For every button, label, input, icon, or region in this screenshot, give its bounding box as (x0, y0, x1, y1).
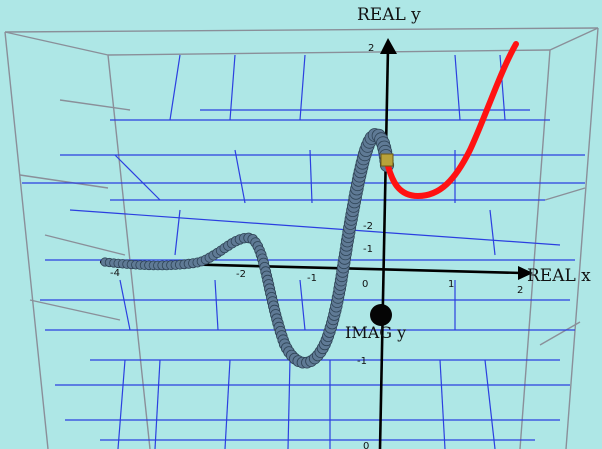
imag-axis-sphere-icon (370, 304, 392, 326)
bounding-box-wireframe (4, 27, 599, 449)
tick-real-y: -1 (363, 244, 373, 255)
real-x-arrowhead-icon (518, 266, 533, 280)
tick-real-y: 2 (368, 43, 374, 54)
blue-grid (22, 54, 585, 449)
tick-real-x: 2 (517, 285, 523, 296)
tick-real-x: -4 (110, 268, 120, 279)
tick-real-x: 1 (448, 279, 454, 290)
real-x-axis-label: REAL x (527, 266, 591, 286)
tick-real-y: -2 (363, 221, 373, 232)
real-y-axis-label: REAL y (357, 5, 421, 25)
tick-real-x: 0 (362, 279, 368, 290)
real-function-curve (385, 41, 519, 200)
origin-cube-icon (380, 153, 394, 167)
tick-imag-y: -1 (357, 356, 367, 367)
real-y-arrowhead-icon (380, 38, 397, 54)
imag-y-axis-label: IMAG y (345, 323, 406, 342)
real-y-axis (378, 47, 390, 449)
tick-real-x: -1 (307, 273, 317, 284)
tick-imag-y: 0 (363, 441, 369, 449)
tick-real-x: -2 (236, 269, 246, 280)
